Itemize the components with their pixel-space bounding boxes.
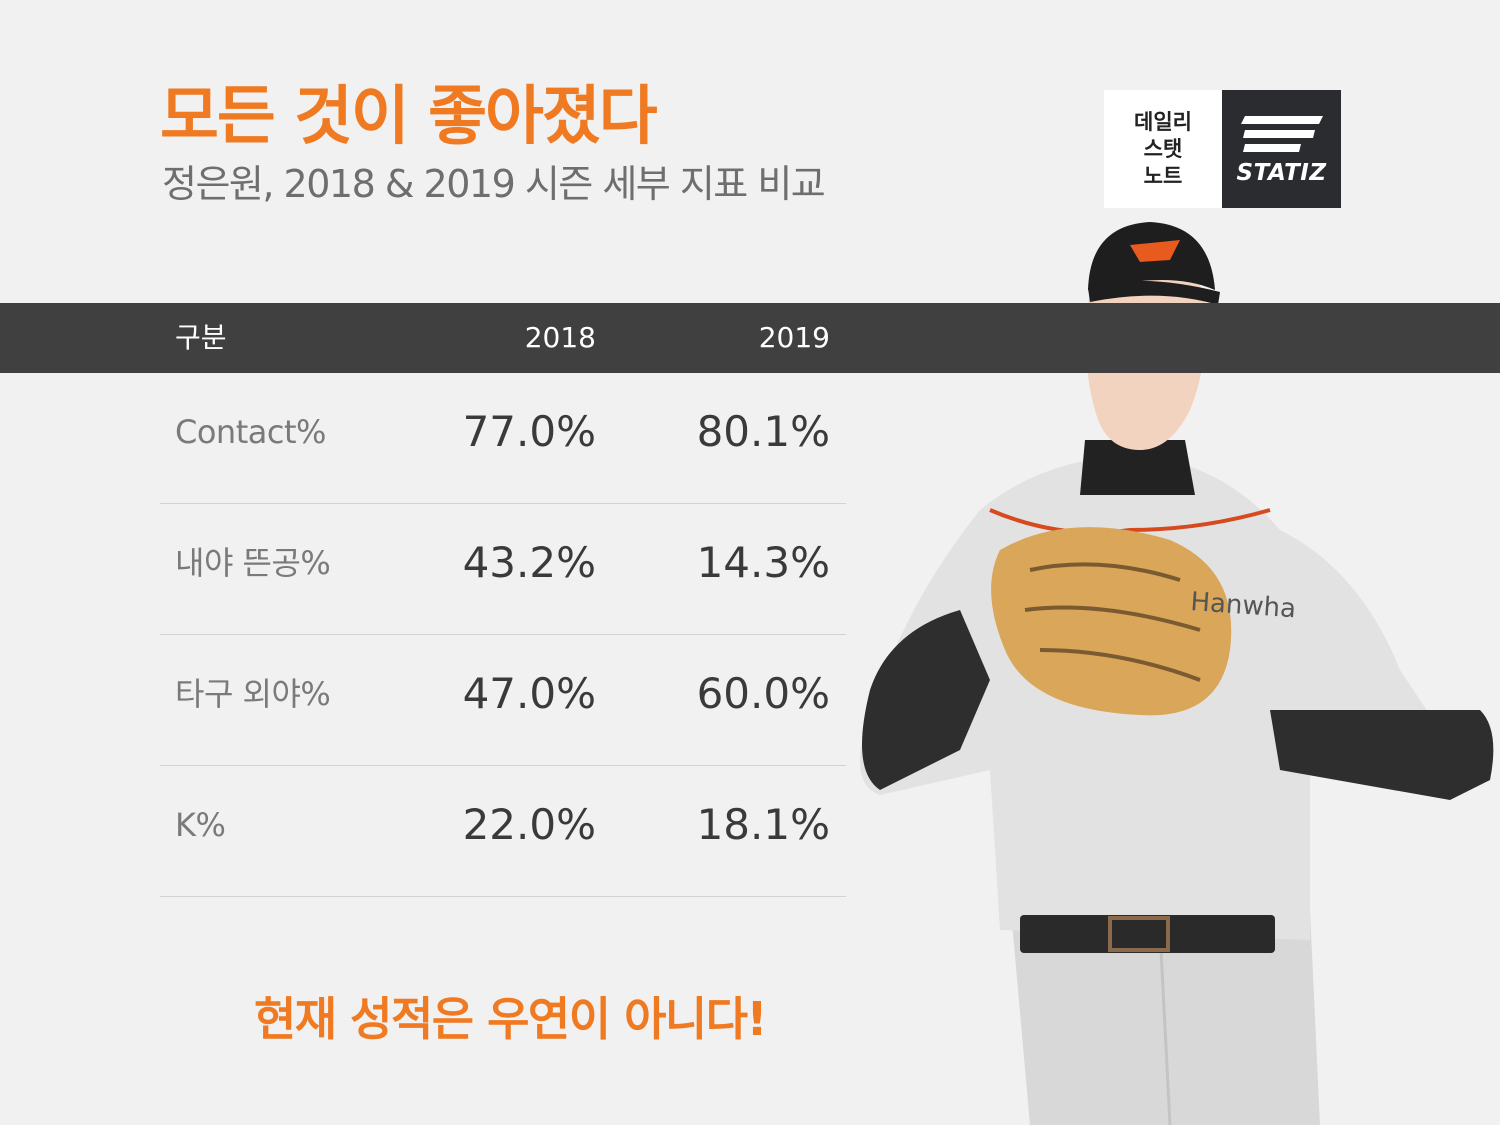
statiz-logo: 데일리 스탯 노트 STATIZ xyxy=(1104,90,1341,208)
value-2019: 80.1% xyxy=(696,407,830,456)
statiz-mark-icon xyxy=(1240,116,1323,152)
page-subtitle: 정은원, 2018 & 2019 시즌 세부 지표 비교 xyxy=(162,162,826,206)
table-row: Contact% 77.0% 80.1% xyxy=(160,373,846,504)
value-2018: 43.2% xyxy=(462,538,596,587)
table-row: 타구 외야% 47.0% 60.0% xyxy=(160,635,846,766)
footer-message: 현재 성적은 우연이 아니다! xyxy=(253,992,768,1046)
table-row: 내야 뜬공% 43.2% 14.3% xyxy=(160,504,846,635)
row-label: 타구 외야% xyxy=(175,675,331,713)
column-header-2019: 2019 xyxy=(758,321,830,354)
table-header: 구분 2018 2019 xyxy=(0,303,1500,373)
column-header-category: 구분 xyxy=(175,321,227,354)
value-2019: 18.1% xyxy=(696,800,830,849)
table-row: K% 22.0% 18.1% xyxy=(160,766,846,897)
statiz-brand-logo: STATIZ xyxy=(1222,90,1341,208)
player-team-text: Hanwha xyxy=(1190,587,1297,624)
page-title: 모든 것이 좋아졌다 xyxy=(160,80,658,154)
value-2019: 14.3% xyxy=(696,538,830,587)
value-2019: 60.0% xyxy=(696,669,830,718)
value-2018: 22.0% xyxy=(462,800,596,849)
value-2018: 47.0% xyxy=(462,669,596,718)
row-label: 내야 뜬공% xyxy=(175,544,331,582)
logo-line-2: 스탯 xyxy=(1143,136,1183,161)
daily-stat-note-logo: 데일리 스탯 노트 xyxy=(1104,90,1222,208)
row-label: Contact% xyxy=(175,413,326,451)
logo-line-3: 노트 xyxy=(1143,163,1183,188)
statiz-brand-text: STATIZ xyxy=(1236,160,1327,186)
logo-line-1: 데일리 xyxy=(1134,109,1192,134)
column-header-2018: 2018 xyxy=(524,321,596,354)
stats-table-body: Contact% 77.0% 80.1% 내야 뜬공% 43.2% 14.3% … xyxy=(160,373,846,897)
value-2018: 77.0% xyxy=(462,407,596,456)
row-label: K% xyxy=(175,806,226,844)
